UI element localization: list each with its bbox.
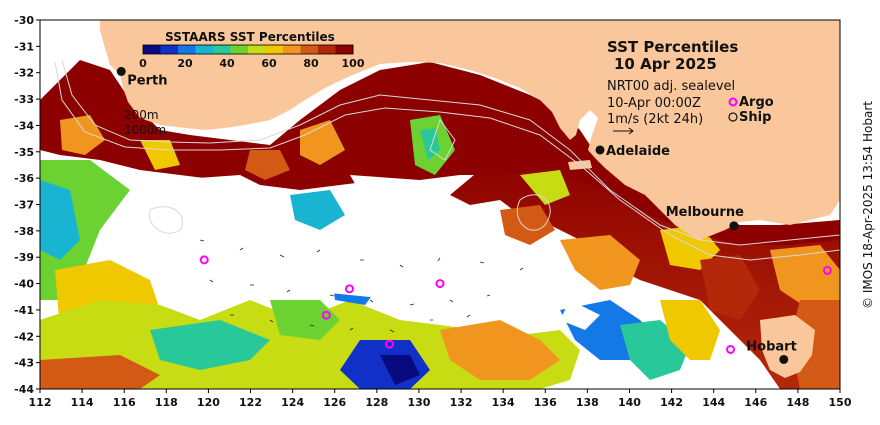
y-tick-label: -42 xyxy=(14,330,34,343)
colorbar-cell xyxy=(318,45,336,54)
x-tick-label: 122 xyxy=(239,396,262,409)
velocity-vectors xyxy=(199,239,524,333)
colorbar-cell xyxy=(300,45,319,54)
colorbar-cell xyxy=(143,45,161,54)
y-tick-label: -38 xyxy=(14,225,34,238)
y-tick-label: -37 xyxy=(14,199,34,212)
y-tick-label: -36 xyxy=(14,172,34,185)
y-tick-label: -41 xyxy=(14,304,34,317)
credit-panel: © IMOS 18-Apr-2025 13:54 Hobart xyxy=(861,101,875,309)
y-tick-label: -44 xyxy=(14,383,34,396)
x-tick-label: 126 xyxy=(323,396,346,409)
y-tick-label: -43 xyxy=(14,357,34,370)
x-tick-label: 136 xyxy=(534,396,557,409)
x-tick-label: 120 xyxy=(197,396,220,409)
y-tick-label: -33 xyxy=(14,93,34,106)
colorbar-tick-label: 40 xyxy=(219,57,235,70)
colorbar-cell xyxy=(178,45,196,54)
y-axis: -30 -31 -32 -33 -34 -35 -36 -37 -38 -39 -40 -41 -42 -… xyxy=(14,14,40,396)
x-tick-label: 112 xyxy=(29,396,52,409)
colorbar-cell xyxy=(160,45,179,54)
x-tick-label: 138 xyxy=(576,396,599,409)
argo-float-marker xyxy=(384,339,394,349)
x-tick-label: 132 xyxy=(450,396,473,409)
x-tick-label: 134 xyxy=(492,396,515,409)
argo-float-marker xyxy=(199,255,209,265)
city-marker xyxy=(729,221,739,231)
colorbar-cells xyxy=(142,44,354,55)
contour-label-200m: 200m xyxy=(124,108,159,122)
x-tick-label: 116 xyxy=(113,396,136,409)
colorbar-title: SSTAARS SST Percentiles xyxy=(165,30,335,44)
argo-legend-label: Argo xyxy=(739,95,774,110)
city-label: Melbourne xyxy=(666,205,744,220)
colorbar-ticks: 0 20 40 60 80 100 xyxy=(139,57,365,70)
argo-float-marker xyxy=(726,344,736,354)
contour-label-1000m: 1000m xyxy=(124,123,166,137)
argo-float-marker xyxy=(822,265,832,275)
x-tick-label: 130 xyxy=(407,396,430,409)
argo-float-marker xyxy=(344,284,354,294)
sst-field xyxy=(40,60,840,389)
city-marker xyxy=(116,66,126,76)
cities-layer: Perth Adelaide Melbourne Hobart xyxy=(116,66,797,364)
colorbar-cell xyxy=(283,45,301,54)
colorbar-cell xyxy=(335,45,354,54)
x-tick-label: 144 xyxy=(702,396,725,409)
city-marker xyxy=(779,354,789,364)
colorbar-tick-label: 100 xyxy=(342,57,365,70)
vector-scale-arrow-icon xyxy=(613,127,634,135)
x-tick-label: 124 xyxy=(281,396,304,409)
x-tick-label: 140 xyxy=(618,396,641,409)
y-tick-label: -39 xyxy=(14,251,34,264)
bathymetry-contours xyxy=(54,59,840,261)
colorbar-tick-label: 60 xyxy=(261,57,277,70)
australia-landmass xyxy=(40,20,840,240)
city-label: Adelaide xyxy=(606,144,670,159)
colorbar-tick-label: 0 xyxy=(139,57,147,70)
colorbar-tick-label: 20 xyxy=(177,57,193,70)
product-label: NRT00 adj. sealevel xyxy=(607,79,735,94)
time-label: 10-Apr 00:00Z xyxy=(607,96,701,111)
city-label: Hobart xyxy=(746,339,797,354)
x-tick-label: 148 xyxy=(786,396,809,409)
argo-legend-icon xyxy=(728,97,738,107)
y-tick-label: -31 xyxy=(14,40,34,53)
colorbar-frame xyxy=(142,44,354,55)
map-title: SST Percentiles xyxy=(607,38,738,56)
vector-scale-label: 1m/s (2kt 24h) xyxy=(607,112,703,127)
argo-float-marker xyxy=(435,279,445,289)
x-tick-label: 128 xyxy=(365,396,388,409)
y-tick-label: -32 xyxy=(14,67,34,80)
credit-text: © IMOS 18-Apr-2025 13:54 Hobart xyxy=(861,101,875,309)
ship-legend-icon xyxy=(728,112,738,122)
tasmania xyxy=(760,315,815,378)
city-label: Perth xyxy=(127,73,167,88)
x-axis: 112 114 116 118 120 122 124 126 128 130 132 134 136 1… xyxy=(29,389,852,409)
x-tick-label: 142 xyxy=(660,396,683,409)
x-tick-label: 146 xyxy=(744,396,767,409)
x-tick-label: 150 xyxy=(829,396,852,409)
argo-floats-layer xyxy=(199,255,832,354)
colorbar-cell xyxy=(230,45,249,54)
colorbar-cell xyxy=(213,45,231,54)
colorbar: SSTAARS SST Percentiles 0 20 40 60 80 100 xyxy=(139,30,365,70)
ship-legend-label: Ship xyxy=(739,110,771,125)
y-tick-label: -30 xyxy=(14,14,34,27)
colorbar-tick-label: 80 xyxy=(303,57,319,70)
colorbar-cell xyxy=(248,45,266,54)
x-tick-label: 114 xyxy=(71,396,94,409)
city-marker xyxy=(595,145,605,155)
colorbar-cell xyxy=(265,45,284,54)
colorbar-cell xyxy=(195,45,214,54)
y-tick-label: -35 xyxy=(14,146,34,159)
y-tick-label: -34 xyxy=(14,119,34,132)
x-tick-label: 118 xyxy=(155,396,178,409)
argo-float-marker xyxy=(321,310,331,320)
map-date: 10 Apr 2025 xyxy=(614,55,717,73)
y-tick-label: -40 xyxy=(14,278,34,291)
